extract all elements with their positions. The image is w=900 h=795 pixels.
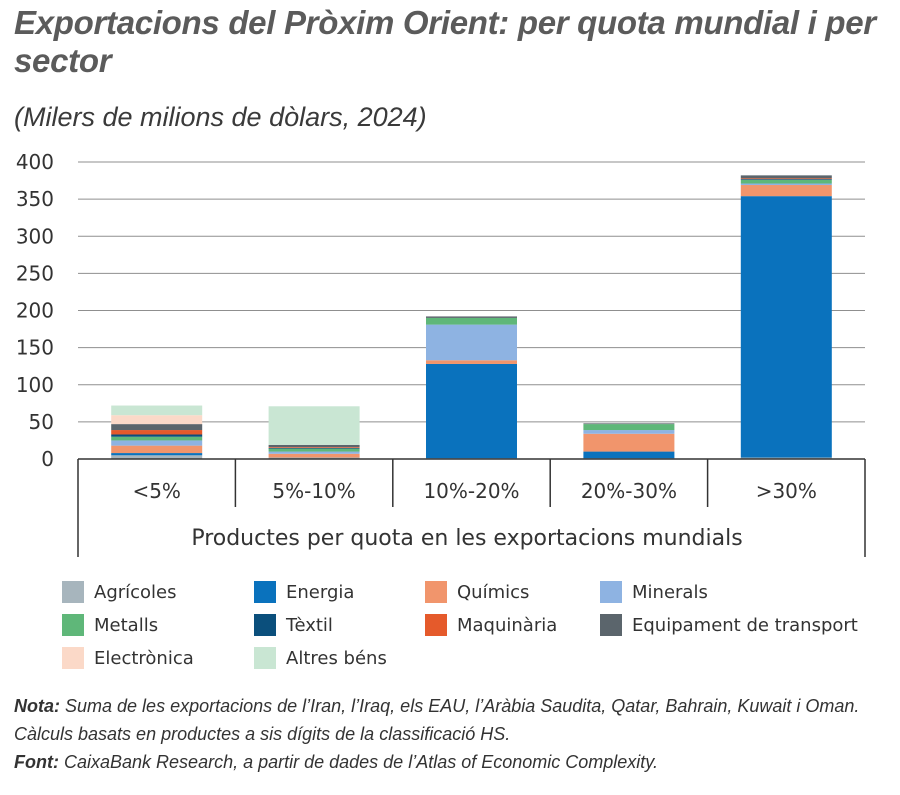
legend-swatch — [254, 581, 276, 603]
legend-label: Químics — [457, 581, 530, 603]
note-label: Nota: — [14, 696, 60, 716]
legend-item: Maquinària — [425, 613, 557, 637]
bar-segment — [426, 317, 517, 325]
x-axis-label: Productes per quota en les exportacions … — [191, 526, 742, 551]
y-tick-label: 50 — [29, 410, 54, 434]
legend-label: Tèxtil — [286, 614, 333, 636]
bar-segment — [583, 424, 675, 431]
bar-segment — [583, 423, 675, 425]
bar-segment — [268, 451, 360, 454]
y-tick-label: 150 — [16, 336, 54, 360]
legend-swatch — [425, 614, 447, 636]
bar-segment — [740, 183, 832, 186]
bar-segment — [583, 430, 675, 434]
bar-segment — [111, 453, 203, 456]
stacked-bar-chart: 0 50 100 150 200 250 300 350 400 <5% 5%-10% 10%-20… — [16, 150, 866, 557]
bar-segment — [111, 405, 203, 416]
y-axis-ticks: 0 50 100 150 200 250 300 350 400 — [16, 150, 54, 471]
x-tick-label: 10%-20% — [423, 479, 519, 503]
legend-label: Minerals — [632, 581, 708, 603]
legend-swatch — [62, 614, 84, 636]
bar-segment — [111, 445, 203, 454]
legend-label: Altres béns — [286, 647, 387, 669]
y-tick-label: 300 — [16, 224, 54, 248]
legend-item: Químics — [425, 580, 529, 604]
bars — [111, 175, 832, 459]
legend-swatch — [254, 614, 276, 636]
source-label: Font: — [14, 752, 59, 772]
bar-segment — [268, 447, 360, 449]
bar-segment — [426, 324, 517, 361]
bar-segment — [268, 406, 360, 445]
source: Font: CaixaBank Research, a partir de da… — [14, 748, 890, 776]
bar-segment — [111, 424, 203, 431]
legend-swatch — [254, 647, 276, 669]
bar-segment — [740, 179, 832, 180]
bar-segment — [111, 440, 203, 446]
bar-segment — [111, 434, 203, 437]
x-axis: <5% 5%-10% 10%-20% 20%-30% >30% — [77, 458, 866, 557]
bar-segment — [583, 433, 675, 452]
bar-segment — [740, 175, 832, 179]
legend-swatch — [600, 614, 622, 636]
x-tick-label: <5% — [132, 479, 181, 503]
gridlines — [78, 161, 865, 460]
x-tick-label: 20%-30% — [581, 479, 677, 503]
bar-segment — [111, 430, 203, 435]
bar-segment — [111, 455, 203, 459]
legend-item: Equipament de transport — [600, 613, 858, 637]
bar-segment — [111, 415, 203, 425]
bar-segment — [268, 444, 360, 448]
legend-swatch — [425, 581, 447, 603]
y-tick-label: 0 — [41, 447, 54, 471]
x-tick-label: 5%-10% — [272, 479, 355, 503]
legend-item: Altres béns — [254, 646, 387, 670]
y-tick-label: 200 — [16, 299, 54, 323]
chart-subtitle: (Milers de milions de dòlars, 2024) — [14, 102, 427, 132]
legend-swatch — [62, 647, 84, 669]
bar-segment — [426, 363, 517, 459]
footnotes: Nota: Suma de les exportacions de l’Iran… — [14, 692, 890, 776]
bar-segment — [740, 179, 832, 184]
legend-label: Maquinària — [457, 614, 558, 636]
legend-label: Electrònica — [94, 647, 194, 669]
bar-segment — [740, 196, 832, 458]
bar-segment — [426, 360, 517, 364]
legend-label: Metalls — [94, 614, 159, 636]
bar-segment — [740, 185, 832, 197]
legend-item: Energia — [254, 580, 354, 604]
legend-item: Metalls — [62, 613, 158, 637]
y-tick-label: 350 — [16, 187, 54, 211]
bar-segment — [426, 316, 517, 318]
legend-label: Energia — [286, 581, 355, 603]
bar-segment — [268, 448, 360, 452]
note-text: Suma de les exportacions de l’Iran, l’Ir… — [14, 696, 860, 744]
x-tick-label: >30% — [756, 479, 817, 503]
bar-segment — [111, 436, 203, 441]
legend-swatch — [62, 581, 84, 603]
legend-label: Equipament de transport — [632, 614, 858, 636]
source-text: CaixaBank Research, a partir de dades de… — [64, 752, 658, 772]
legend-item: Minerals — [600, 580, 708, 604]
y-tick-label: 250 — [16, 261, 54, 285]
y-tick-label: 100 — [16, 373, 54, 397]
legend-item: Tèxtil — [254, 613, 333, 637]
y-tick-label: 400 — [16, 150, 54, 174]
bar-segment — [268, 453, 360, 458]
bar-segment — [583, 451, 675, 459]
legend-swatch — [600, 581, 622, 603]
bar-segment — [740, 178, 832, 180]
chart-title: Exportacions del Pròxim Orient: per quot… — [14, 4, 876, 79]
legend-item: Electrònica — [62, 646, 194, 670]
legend-item: Agrícoles — [62, 580, 177, 604]
note: Nota: Suma de les exportacions de l’Iran… — [14, 692, 890, 748]
legend-label: Agrícoles — [94, 581, 177, 603]
bar-segment — [268, 447, 360, 448]
